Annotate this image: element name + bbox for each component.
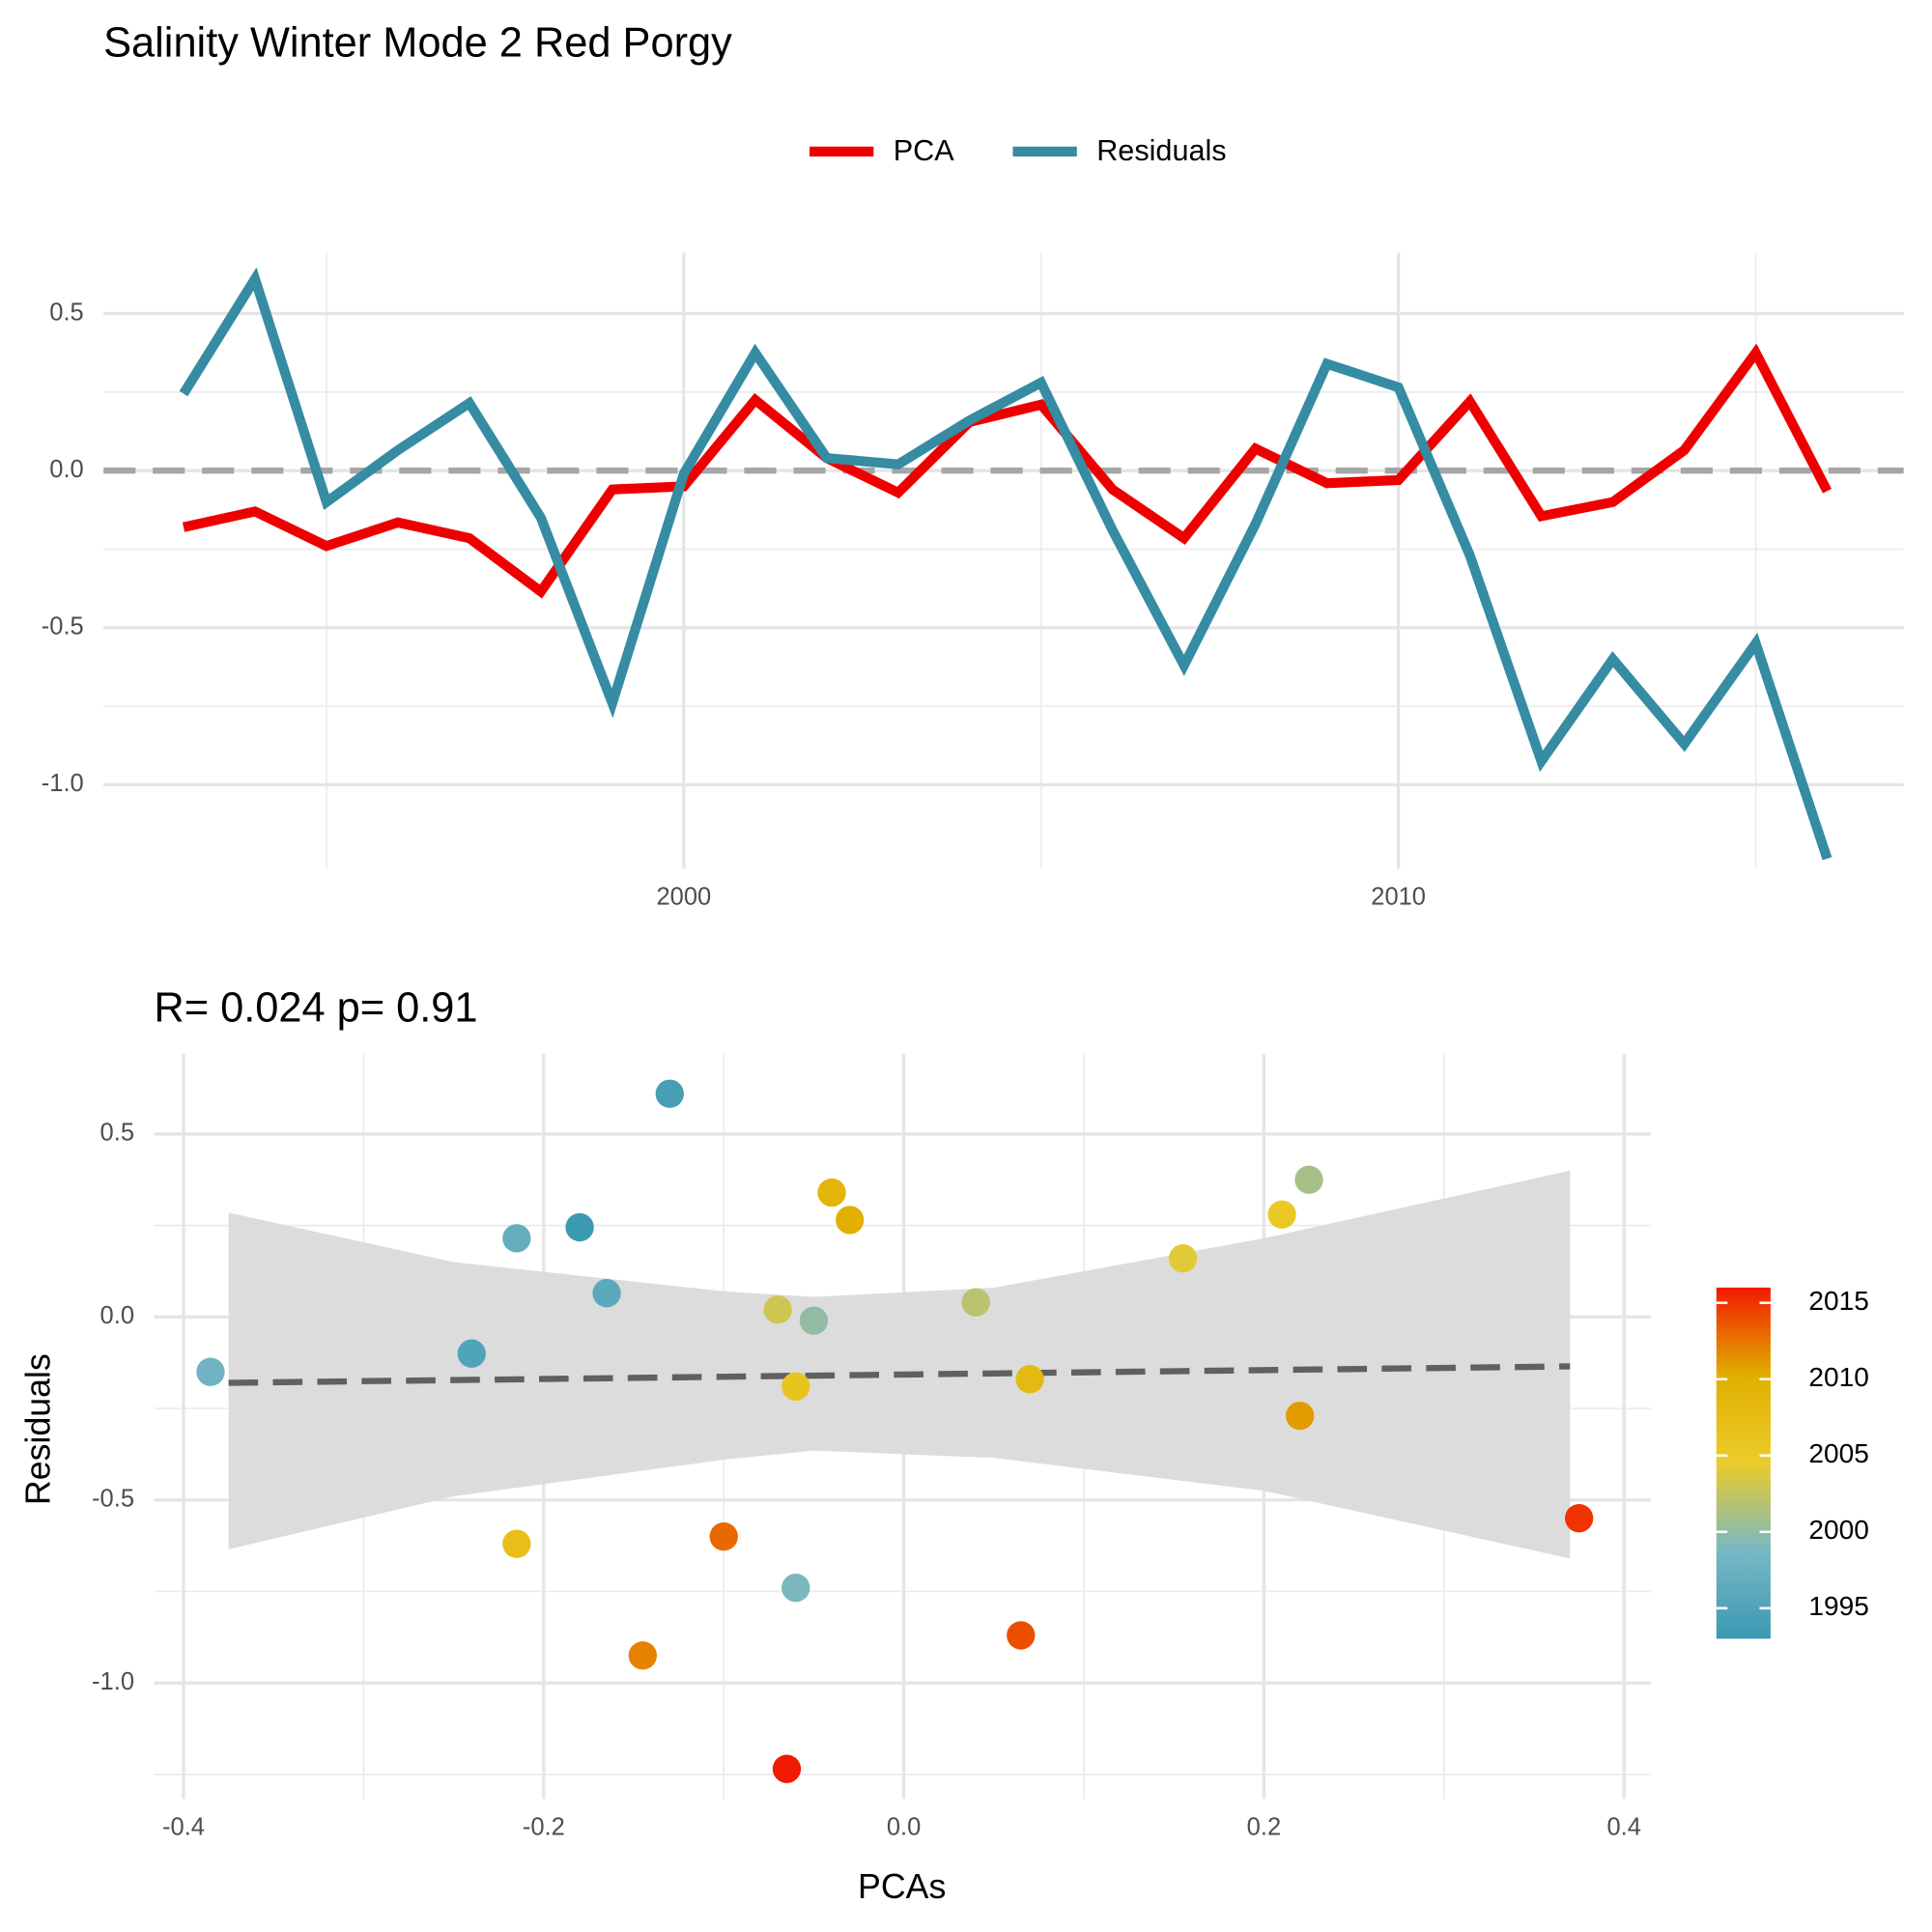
point — [1015, 1365, 1044, 1394]
point — [961, 1288, 990, 1317]
x-tick-label: 2010 — [1371, 884, 1426, 911]
legend-label: PCA — [894, 134, 955, 167]
x-tick-label: 0.4 — [1606, 1814, 1640, 1841]
point — [772, 1754, 802, 1783]
colorbar-label: 1995 — [1808, 1591, 1868, 1621]
colorbar-label: 2010 — [1808, 1362, 1868, 1392]
point — [1168, 1244, 1198, 1273]
x-tick-label: 2000 — [656, 884, 711, 911]
point — [655, 1079, 684, 1108]
point — [196, 1357, 225, 1386]
colorbar-label: 2000 — [1808, 1515, 1868, 1545]
line-series — [179, 267, 1833, 861]
legend-label: Residuals — [1096, 134, 1226, 167]
point — [763, 1295, 792, 1324]
y-tick-label: 0.0 — [100, 1302, 134, 1329]
fit-line — [228, 1363, 1571, 1386]
line-series — [182, 343, 1833, 599]
point — [502, 1529, 531, 1558]
y-tick-label: 0.5 — [100, 1120, 134, 1147]
scatter-title: R= 0.024 p= 0.91 — [154, 984, 477, 1031]
point — [457, 1339, 486, 1368]
point — [1267, 1200, 1296, 1229]
point — [1294, 1165, 1323, 1194]
point — [565, 1212, 594, 1242]
colorbar-label: 2005 — [1808, 1438, 1868, 1468]
point — [592, 1279, 621, 1308]
y-tick-label: 0.5 — [49, 298, 83, 326]
y-axis-title: Residuals — [19, 1353, 58, 1505]
point — [799, 1306, 829, 1335]
point — [1007, 1621, 1036, 1650]
x-tick-label: -0.2 — [523, 1814, 565, 1841]
x-tick-label: -0.4 — [162, 1814, 205, 1841]
confidence-band — [228, 1170, 1571, 1559]
y-tick-label: -0.5 — [92, 1485, 134, 1512]
chart-title: Salinity Winter Mode 2 Red Porgy — [103, 20, 732, 67]
x-tick-label: 0.0 — [887, 1814, 921, 1841]
point — [628, 1641, 658, 1670]
point — [836, 1206, 865, 1235]
y-tick-label: -1.0 — [92, 1668, 134, 1695]
y-tick-label: -0.5 — [42, 613, 84, 640]
colorbar — [1716, 1287, 1771, 1639]
x-axis-title: PCAs — [858, 1867, 946, 1906]
point — [502, 1224, 531, 1253]
point — [781, 1573, 810, 1603]
y-tick-label: -1.0 — [42, 770, 84, 797]
point — [709, 1521, 738, 1551]
point — [1564, 1504, 1594, 1533]
y-tick-label: 0.0 — [49, 456, 83, 483]
x-tick-label: 0.2 — [1247, 1814, 1281, 1841]
point — [817, 1178, 846, 1208]
point — [781, 1372, 810, 1401]
point — [1286, 1401, 1315, 1431]
colorbar-label: 2015 — [1808, 1286, 1868, 1316]
